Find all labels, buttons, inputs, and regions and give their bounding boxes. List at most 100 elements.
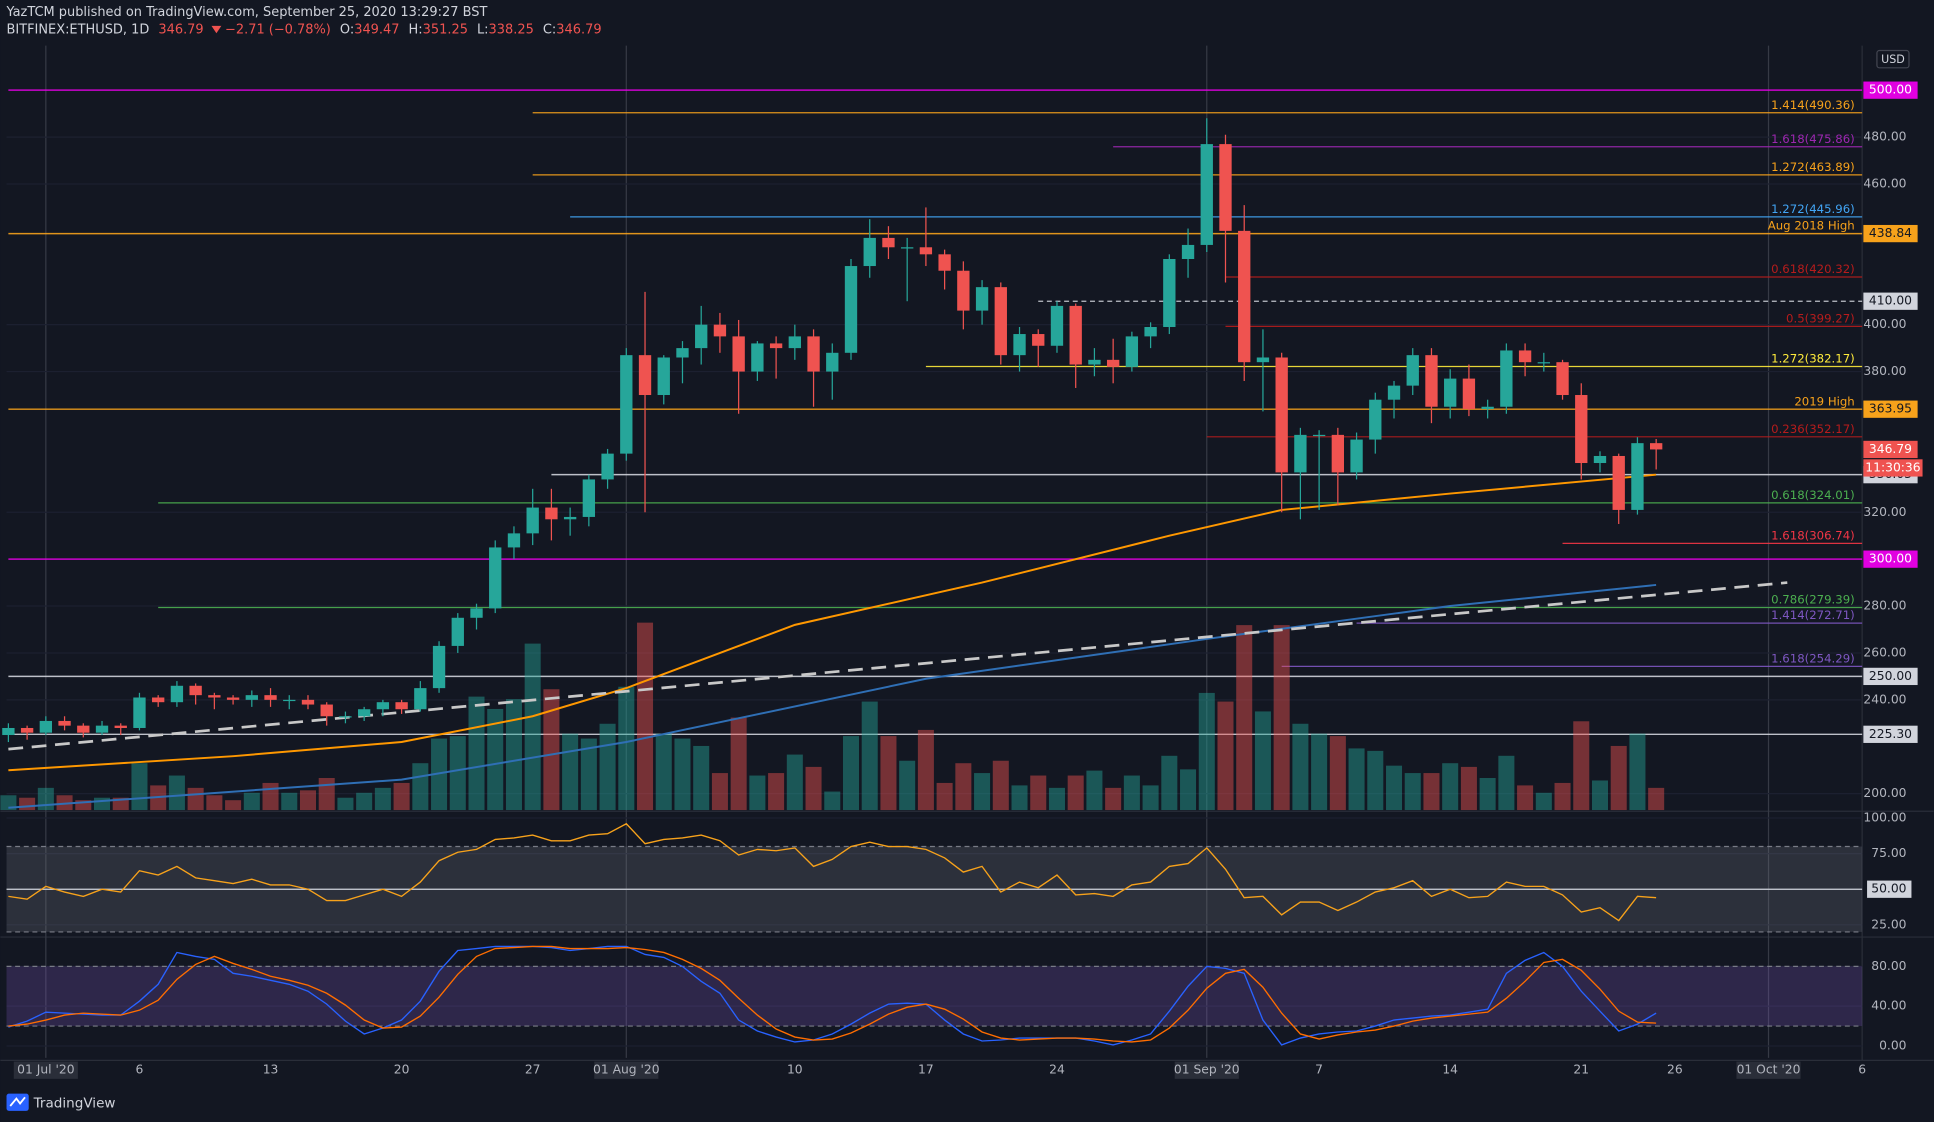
candle-body <box>208 695 221 698</box>
volume-bar <box>1329 736 1346 811</box>
level-axis-box <box>1863 400 1918 418</box>
ohlc-label: L: <box>477 22 489 37</box>
last-price-box <box>1863 440 1918 459</box>
volume-bar <box>1517 785 1534 811</box>
indicator-line <box>8 822 1657 922</box>
volume-bar <box>861 701 878 811</box>
level-axis-label: 410.00 <box>1869 294 1912 308</box>
currency-box <box>1876 49 1910 69</box>
level-label: 2019 High <box>1794 394 1854 408</box>
candle-body <box>170 685 184 703</box>
candle-body <box>1256 357 1270 363</box>
candle-body <box>975 287 989 311</box>
candle-body <box>2 727 15 736</box>
candle-body <box>432 645 446 689</box>
level-axis-box <box>1863 224 1918 243</box>
ohlc-label: C: <box>543 22 556 37</box>
x-tick-box <box>594 1061 659 1079</box>
candle-body <box>601 453 614 480</box>
candle-body <box>1144 327 1157 337</box>
candle-body <box>676 348 689 358</box>
y-tick-label: 25.00 <box>1871 917 1906 931</box>
candle-body <box>1163 259 1176 328</box>
volume-bar <box>842 736 860 811</box>
candle-body <box>1294 434 1307 473</box>
volume-bar <box>281 792 298 811</box>
volume-bar <box>1573 721 1590 811</box>
x-tick-label: 7 <box>1315 1063 1323 1077</box>
volume-bar <box>599 723 616 811</box>
candle-body <box>320 704 333 717</box>
candle-body <box>245 695 258 700</box>
volume-bar <box>1011 785 1028 811</box>
volume-bar <box>974 773 991 811</box>
volume-bar <box>374 787 391 811</box>
high: 351.25 <box>423 22 468 37</box>
volume-bar <box>75 800 92 811</box>
candle-body <box>489 547 502 609</box>
volume-bar <box>543 689 560 811</box>
x-tick-label: 01 Aug '20 <box>593 1063 660 1077</box>
symbol: BITFINEX:ETHUSD, 1D <box>7 22 150 37</box>
level-axis-box <box>1863 292 1918 310</box>
volume-bar <box>524 643 541 811</box>
volume-bar <box>19 797 36 811</box>
volume-bar <box>318 778 335 811</box>
logo-mark <box>6 1093 29 1111</box>
volume-bar <box>1180 769 1197 811</box>
volume-bar <box>449 736 466 811</box>
symbol-line: BITFINEX:ETHUSD, 1D 346.79 −2.71 (−0.78%… <box>7 22 602 37</box>
volume-bar <box>337 797 354 811</box>
volume-bar <box>393 782 410 811</box>
volume-bar <box>1423 773 1440 811</box>
countdown: 11:30:36 <box>1865 460 1920 474</box>
candle-body <box>283 699 296 702</box>
candle-body <box>919 247 933 255</box>
candle-body <box>713 324 727 337</box>
overlay-line <box>8 583 1657 809</box>
last-price-label: 346.79 <box>1869 442 1912 456</box>
volume-bar <box>505 699 522 811</box>
candle-body <box>1032 334 1045 346</box>
candle-body <box>1631 443 1644 510</box>
volume-bar <box>1535 792 1552 811</box>
candle-body <box>58 720 71 726</box>
volume-bar <box>1386 765 1403 811</box>
candle-body <box>189 685 202 696</box>
candle-body <box>1649 443 1663 450</box>
x-tick-box <box>13 1061 78 1079</box>
candle-body <box>1518 350 1532 363</box>
candle-body <box>1219 144 1232 231</box>
volume-bar <box>1591 780 1609 811</box>
last-price: 346.79 <box>158 22 203 37</box>
countdown-box <box>1863 459 1923 477</box>
candle-body <box>732 336 745 372</box>
level-label: 1.272(445.96) <box>1771 202 1855 216</box>
y-tick-label: 0.00 <box>1879 1038 1907 1052</box>
candle-body <box>1462 378 1476 410</box>
candle-body <box>957 270 970 311</box>
candle-body <box>470 608 483 618</box>
candle-body <box>1481 406 1494 410</box>
volume-bar <box>917 729 934 811</box>
overlay-line <box>8 581 1788 751</box>
x-tick-label: 14 <box>1442 1063 1458 1077</box>
candle-body <box>1238 230 1251 363</box>
candle-body <box>1069 305 1082 365</box>
level-label: 1.618(306.74) <box>1771 528 1855 542</box>
volume-bar <box>1123 775 1140 811</box>
candle-body <box>114 725 127 728</box>
y-tick-label: 320.00 <box>1863 505 1906 519</box>
candle-body <box>769 343 783 349</box>
candle-body <box>1088 359 1101 365</box>
ohlc-label: O: <box>340 22 354 37</box>
candle-body <box>938 254 951 271</box>
volume-bar <box>955 763 972 811</box>
y-tick-label: 40.00 <box>1871 999 1906 1013</box>
x-tick-box <box>1736 1061 1801 1079</box>
x-tick-label: 10 <box>787 1063 803 1077</box>
volume-bar <box>580 738 597 811</box>
x-tick-label: 21 <box>1573 1063 1589 1077</box>
candle-body <box>638 355 652 396</box>
